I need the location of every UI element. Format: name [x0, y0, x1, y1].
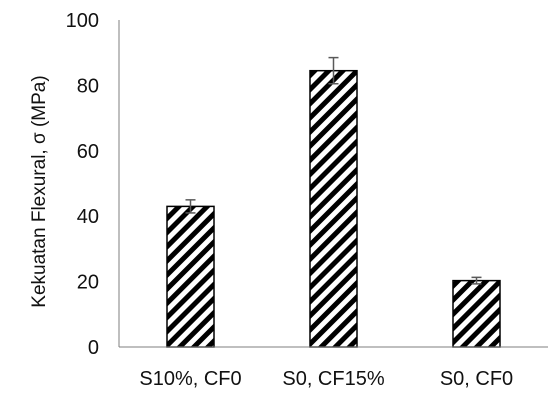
bar: [309, 69, 358, 348]
y-axis-ticks: 0 20 40 60 80 100: [66, 10, 99, 359]
bar: [166, 205, 215, 348]
y-tick-label: 0: [88, 337, 99, 359]
y-tick-label: 40: [77, 206, 99, 228]
error-bar: [471, 276, 482, 285]
error-bar: [328, 56, 339, 85]
bars: [166, 69, 501, 348]
bar: [452, 279, 501, 348]
x-axis-categories: S10%, CF0 S0, CF15% S0, CF0: [139, 368, 513, 390]
y-tick-label: 60: [77, 141, 99, 163]
y-tick-label: 100: [66, 10, 99, 32]
y-tick-label: 20: [77, 272, 99, 294]
y-tick-label: 80: [77, 75, 99, 97]
error-bars: [185, 56, 482, 285]
y-axis-title: Kekuatan Flexural, σ (MPa): [29, 75, 50, 307]
error-bar: [185, 199, 196, 214]
x-category-label: S10%, CF0: [139, 368, 241, 390]
x-category-label: S0, CF0: [440, 368, 513, 390]
x-category-label: S0, CF15%: [282, 368, 384, 390]
